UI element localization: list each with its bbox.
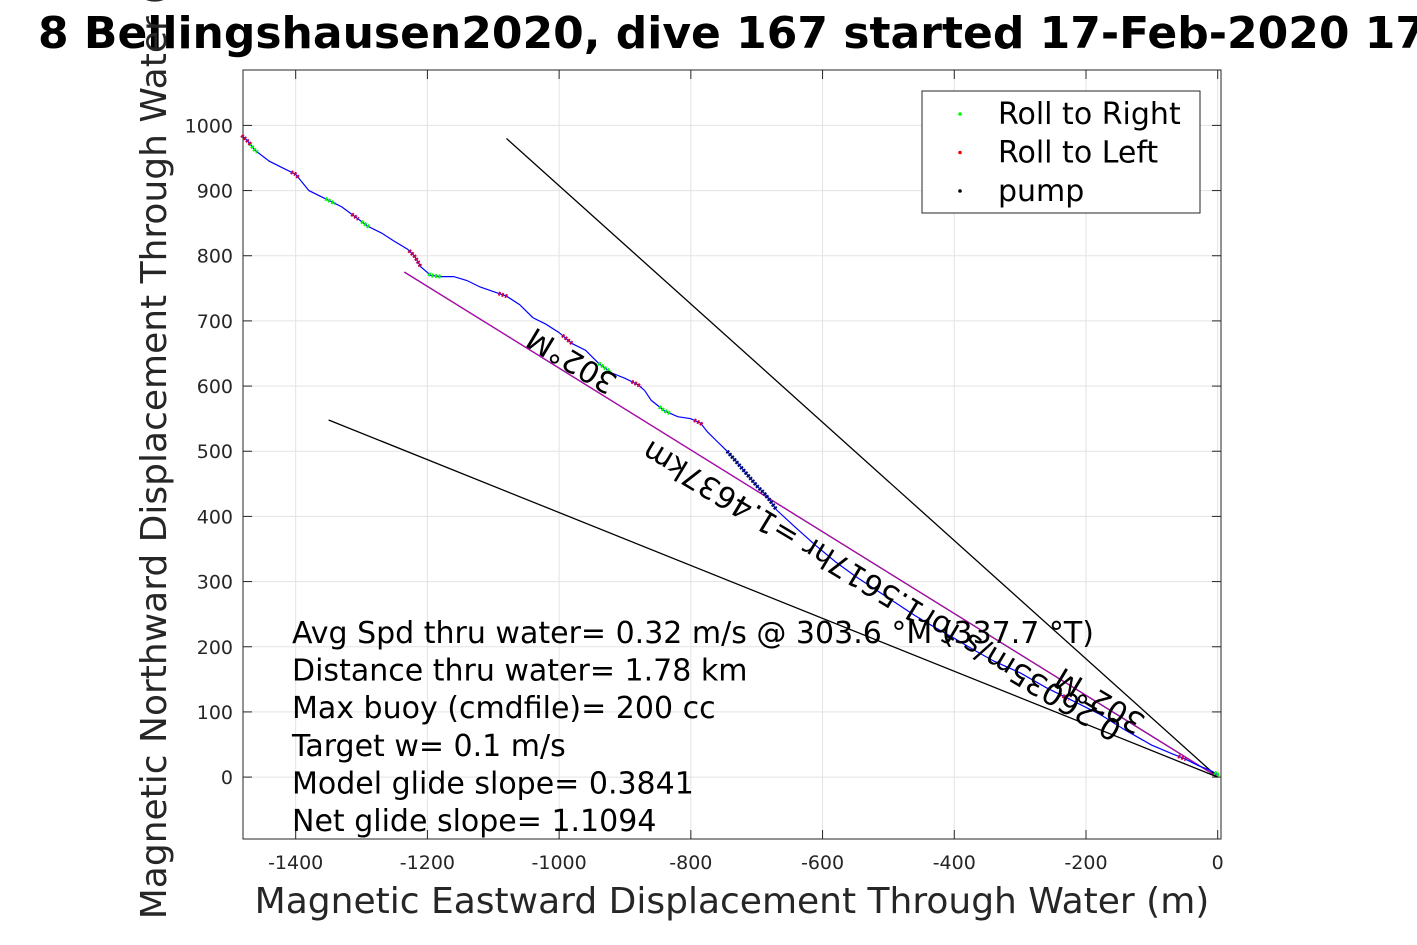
roll-left-segment (497, 291, 509, 299)
x-tick-label: -1200 (400, 852, 455, 874)
roll-left-segment (693, 418, 704, 427)
avg-speed-line-magenta (404, 271, 1218, 778)
y-tick-label: 100 (197, 702, 233, 724)
y-tick-label: 800 (197, 246, 233, 268)
roll-left-segment (1058, 692, 1071, 701)
x-tick-label: -600 (801, 852, 844, 874)
y-tick-label: 700 (197, 311, 233, 333)
annotation-line: Model glide slope= 0.3841 (292, 766, 694, 801)
annotation-line: Max buoy (cmdfile)= 200 cc (292, 691, 716, 726)
roll-left-segment (1177, 754, 1187, 762)
annotation-line: Net glide slope= 1.1094 (292, 804, 656, 839)
roll-left-segment (290, 170, 301, 180)
roll-left-segment (350, 212, 360, 221)
y-tick-label: 200 (197, 637, 233, 659)
pump-segment (725, 449, 779, 512)
annotations: Avg Spd thru water= 0.32 m/s @ 303.6 °M … (291, 616, 1094, 839)
legend-marker (958, 112, 962, 116)
track (240, 133, 1219, 777)
legend-marker (958, 189, 962, 193)
roll-right-segment (324, 196, 337, 206)
x-tick-label: -400 (933, 852, 976, 874)
y-tick-label: 500 (197, 441, 233, 463)
y-tick-label: 300 (197, 572, 233, 594)
roll-right-segment (597, 361, 612, 374)
roll-right-segment (360, 219, 371, 229)
legend-label: Roll to Left (998, 136, 1158, 171)
y-axis-label: Magnetic Northward Displacement Through … (134, 0, 175, 919)
heading-line-upper (506, 137, 1219, 778)
legend-label: pump (998, 174, 1084, 209)
y-tick-label: 600 (197, 376, 233, 398)
x-tick-label: -1000 (532, 852, 587, 874)
roll-right-segment (658, 405, 672, 416)
chart-title: 8 Bellingshausen2020, dive 167 started 1… (38, 8, 1417, 59)
x-tick-label: -200 (1064, 852, 1107, 874)
x-tick-label: 0 (1212, 852, 1224, 874)
axes-box (242, 69, 1222, 840)
annotation-line: Distance thru water= 1.78 km (292, 654, 747, 689)
legend-box (921, 90, 1201, 214)
annotation-line: Target w= 0.1 m/s (291, 729, 566, 764)
roll-left-segment (630, 379, 643, 389)
legend-marker (958, 150, 962, 155)
y-tick-label: 1000 (185, 115, 233, 137)
roll-right-segment (1213, 770, 1219, 777)
y-tick-label: 400 (197, 506, 233, 528)
y-tick-label: 0 (221, 767, 233, 789)
track-line (241, 134, 1219, 776)
reference-lines (328, 137, 1219, 778)
roll-left-segment (407, 249, 423, 268)
roll-left-segment (240, 133, 253, 147)
ticks: -1400 -1200 -1000 -800 -600 -400 -200 0 0 100 200 3… (185, 70, 1224, 874)
x-tick-label: -1400 (268, 852, 323, 874)
y-tick-label: 900 (197, 181, 233, 203)
roll-right-segment (427, 272, 441, 279)
x-tick-label: -800 (669, 852, 712, 874)
x-axis-label: Magnetic Eastward Displacement Through W… (255, 881, 1210, 922)
heading-line-lower (328, 419, 1218, 778)
roll-left-segment (561, 333, 574, 346)
annotation-line: Avg Spd thru water= 0.32 m/s @ 303.6 °M … (292, 616, 1094, 651)
legend-label: Roll to Right (998, 97, 1181, 132)
